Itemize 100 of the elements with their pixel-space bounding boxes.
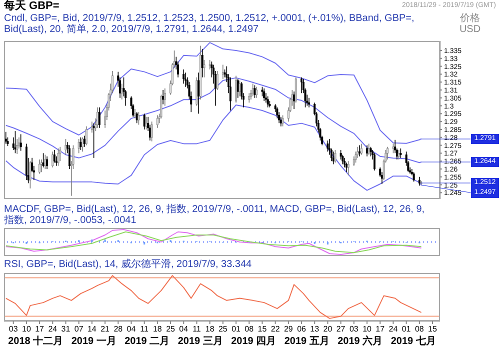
candlestick (261, 86, 264, 97)
text: 2019 五月 (284, 335, 330, 348)
candlestick (366, 144, 368, 157)
candlestick (44, 154, 46, 170)
candlestick (42, 152, 44, 168)
x-tick-label: 27 (336, 324, 346, 334)
candlestick (334, 150, 336, 164)
candlestick (282, 114, 284, 127)
x-tick-label: 04 (179, 324, 189, 334)
candlestick (120, 83, 123, 100)
candlestick (294, 76, 297, 104)
x-tick-label: 25 (166, 324, 176, 334)
candlestick (4, 131, 7, 144)
line-series (5, 104, 422, 191)
candlestick (360, 143, 362, 156)
candlestick (203, 60, 206, 78)
x-tick-label: 03 (349, 324, 359, 334)
x-tick-label: 29 (284, 324, 294, 334)
text: 2019 四月 (231, 335, 276, 348)
candlestick (248, 92, 250, 104)
candlestick (356, 146, 359, 158)
chart-subtitle: RSI, GBP=, Bid(Last), 14, 威尔德平滑, 2019/7/9, 33.344 (4, 259, 253, 270)
text: 2019 一月 (71, 335, 116, 348)
x-tick-label: 20 (323, 324, 333, 334)
candlestick (340, 150, 342, 160)
candlestick (52, 151, 54, 168)
x-tick-label: 17 (376, 324, 386, 334)
candlestick (354, 151, 357, 164)
chart-title: 每天 GBP= (4, 0, 60, 13)
candlestick (162, 90, 164, 105)
candlestick (344, 158, 346, 168)
x-tick-label: 15 (258, 324, 268, 334)
candlestick (145, 116, 148, 130)
candlestick (20, 134, 22, 152)
chart-subtitle: MACDF, GBP=, Bid(Last), 12, 26, 9, 指数, 2019/7/9, -.0011, MACD, GBP=, Bid(Last), 12, 26, 9, 指数, 2019/7/9, -.0053, -.0041 (4, 204, 426, 226)
x-tick-label: 07 (74, 324, 84, 334)
candlestick (96, 106, 99, 128)
chart-subtitle: Cndl, GBP=, Bid, 2019/7/9, 1.2512, 1.2523, 1.2500, 1.2512, +.0001, (+.01%), BBand, GBP=, Bid(Last), 20, 简单, 2.0, 2019/7/9, 1.2791, 1.2644, 1.2497 (4, 13, 416, 35)
candlestick (90, 121, 93, 134)
y-axis-title: 价格 USD (458, 13, 482, 35)
text: 2019 六月 (338, 335, 383, 348)
candlestick (368, 143, 370, 156)
candlestick (332, 151, 334, 165)
candlestick (85, 126, 88, 146)
candlestick (386, 146, 389, 160)
line-series (5, 42, 422, 144)
candlestick (16, 138, 18, 154)
candlestick (256, 86, 258, 98)
candlestick (276, 106, 278, 119)
candlestick (38, 159, 41, 174)
candlestick (54, 150, 56, 164)
candlestick (352, 156, 355, 166)
candlestick (278, 112, 280, 124)
x-tick-label: 06 (297, 324, 307, 334)
x-tick-label: 22 (270, 324, 280, 334)
candlestick (412, 172, 415, 182)
candlestick (46, 156, 48, 170)
x-tick-label: 24 (388, 324, 398, 334)
x-tick-label: 11 (192, 324, 202, 334)
candlestick (80, 136, 82, 150)
x-tick-label: 31 (61, 324, 71, 334)
candlestick (198, 72, 200, 114)
candlestick (92, 122, 95, 158)
x-tick-label: 15 (428, 324, 438, 334)
candlestick (64, 138, 67, 156)
x-tick-label: 18 (152, 324, 162, 334)
x-tick-label: 10 (22, 324, 32, 334)
candlestick (57, 148, 60, 166)
candlestick (78, 138, 80, 154)
candlestick (370, 146, 372, 157)
candlestick (216, 70, 218, 90)
candlestick (68, 144, 70, 170)
candlestick (374, 152, 376, 171)
text: 2019 三月 (178, 335, 223, 348)
x-tick-label: 28 (114, 324, 124, 334)
x-tick-label: 08 (244, 324, 254, 334)
x-tick-label: 18 (205, 324, 215, 334)
text: 2018 十二月 (8, 335, 64, 348)
candlestick (392, 143, 394, 154)
candlestick (266, 96, 269, 108)
candlestick (156, 114, 158, 128)
x-tick-label: 25 (218, 324, 228, 334)
candlestick (29, 160, 32, 189)
candlestick (326, 140, 329, 152)
x-tick-label: 13 (310, 324, 320, 334)
x-tick-label: 01 (402, 324, 412, 334)
candlestick (138, 112, 140, 126)
x-tick-label: 08 (414, 324, 424, 334)
x-tick-label: 11 (140, 324, 150, 334)
candlestick (342, 154, 344, 165)
candlestick (400, 148, 402, 158)
candlestick (229, 76, 232, 111)
x-tick-label: 24 (48, 324, 58, 334)
x-tick-label: 10 (362, 324, 372, 334)
candlestick (254, 84, 256, 98)
candlestick (160, 94, 162, 119)
candlestick (98, 106, 100, 128)
candlestick (196, 76, 198, 106)
candlestick (358, 144, 361, 157)
line-series (5, 77, 422, 164)
